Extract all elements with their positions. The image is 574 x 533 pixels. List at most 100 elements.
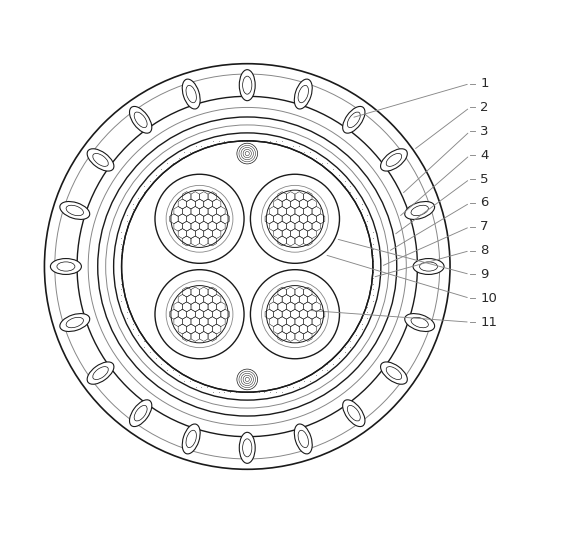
Point — [203, 165, 212, 173]
Point — [272, 377, 281, 385]
Point — [208, 165, 218, 173]
Point — [305, 377, 315, 385]
Point — [272, 331, 281, 340]
Point — [220, 211, 229, 219]
Point — [237, 388, 246, 397]
Point — [357, 199, 366, 208]
Point — [260, 256, 269, 265]
Point — [340, 176, 349, 185]
Point — [311, 273, 320, 282]
Point — [214, 331, 223, 340]
Point — [168, 331, 177, 340]
Point — [180, 348, 189, 357]
Point — [162, 245, 172, 254]
Point — [283, 142, 292, 150]
Point — [237, 256, 246, 265]
Point — [369, 296, 378, 305]
Point — [266, 251, 275, 260]
Point — [231, 199, 241, 208]
Point — [231, 182, 241, 191]
Point — [300, 165, 309, 173]
Point — [289, 291, 298, 300]
Point — [272, 388, 281, 397]
Point — [214, 308, 223, 317]
Point — [145, 314, 154, 322]
Point — [191, 256, 200, 265]
Point — [334, 314, 343, 322]
Point — [191, 233, 200, 242]
Point — [283, 233, 292, 242]
Point — [328, 222, 338, 231]
Point — [311, 262, 320, 271]
Point — [151, 273, 160, 282]
Point — [283, 211, 292, 219]
Point — [289, 331, 298, 340]
Point — [351, 314, 360, 322]
Point — [226, 308, 235, 317]
Point — [180, 148, 189, 156]
Point — [311, 228, 320, 237]
Point — [139, 222, 149, 231]
Point — [249, 256, 258, 265]
Point — [317, 308, 326, 317]
Point — [300, 182, 309, 191]
Point — [157, 233, 166, 242]
Point — [237, 325, 246, 334]
Point — [305, 291, 315, 300]
Point — [203, 142, 212, 150]
Point — [145, 193, 154, 202]
Point — [300, 308, 309, 317]
Point — [180, 165, 189, 173]
Point — [208, 296, 218, 305]
Point — [272, 239, 281, 248]
Point — [237, 377, 246, 385]
Point — [117, 233, 126, 242]
Point — [226, 142, 235, 150]
Point — [180, 154, 189, 162]
Point — [334, 291, 343, 300]
Point — [122, 279, 131, 288]
Point — [249, 314, 258, 322]
Point — [369, 262, 378, 271]
Point — [139, 342, 149, 351]
Point — [283, 308, 292, 317]
Point — [346, 222, 355, 231]
Point — [283, 383, 292, 391]
Point — [214, 291, 223, 300]
Point — [128, 245, 137, 254]
Point — [208, 262, 218, 271]
Text: 8: 8 — [480, 244, 488, 257]
Point — [157, 193, 166, 202]
Point — [151, 314, 160, 322]
Point — [340, 337, 349, 345]
Point — [272, 273, 281, 282]
Point — [220, 222, 229, 231]
Point — [157, 262, 166, 271]
Point — [254, 154, 263, 162]
Point — [266, 256, 275, 265]
Point — [283, 142, 292, 150]
Point — [340, 308, 349, 317]
Point — [226, 273, 235, 282]
Point — [168, 360, 177, 368]
Point — [283, 365, 292, 374]
Point — [168, 285, 177, 294]
Point — [249, 273, 258, 282]
Point — [162, 205, 172, 214]
Point — [311, 182, 320, 191]
Point — [277, 308, 286, 317]
Point — [174, 262, 183, 271]
Point — [363, 273, 372, 282]
Point — [208, 268, 218, 277]
Point — [214, 154, 223, 162]
Point — [334, 222, 343, 231]
Point — [185, 268, 195, 277]
Point — [346, 182, 355, 191]
Point — [185, 354, 195, 362]
Point — [122, 222, 131, 231]
Point — [243, 285, 252, 294]
Circle shape — [250, 174, 339, 263]
Ellipse shape — [183, 79, 200, 109]
Point — [289, 285, 298, 294]
Point — [266, 216, 275, 225]
